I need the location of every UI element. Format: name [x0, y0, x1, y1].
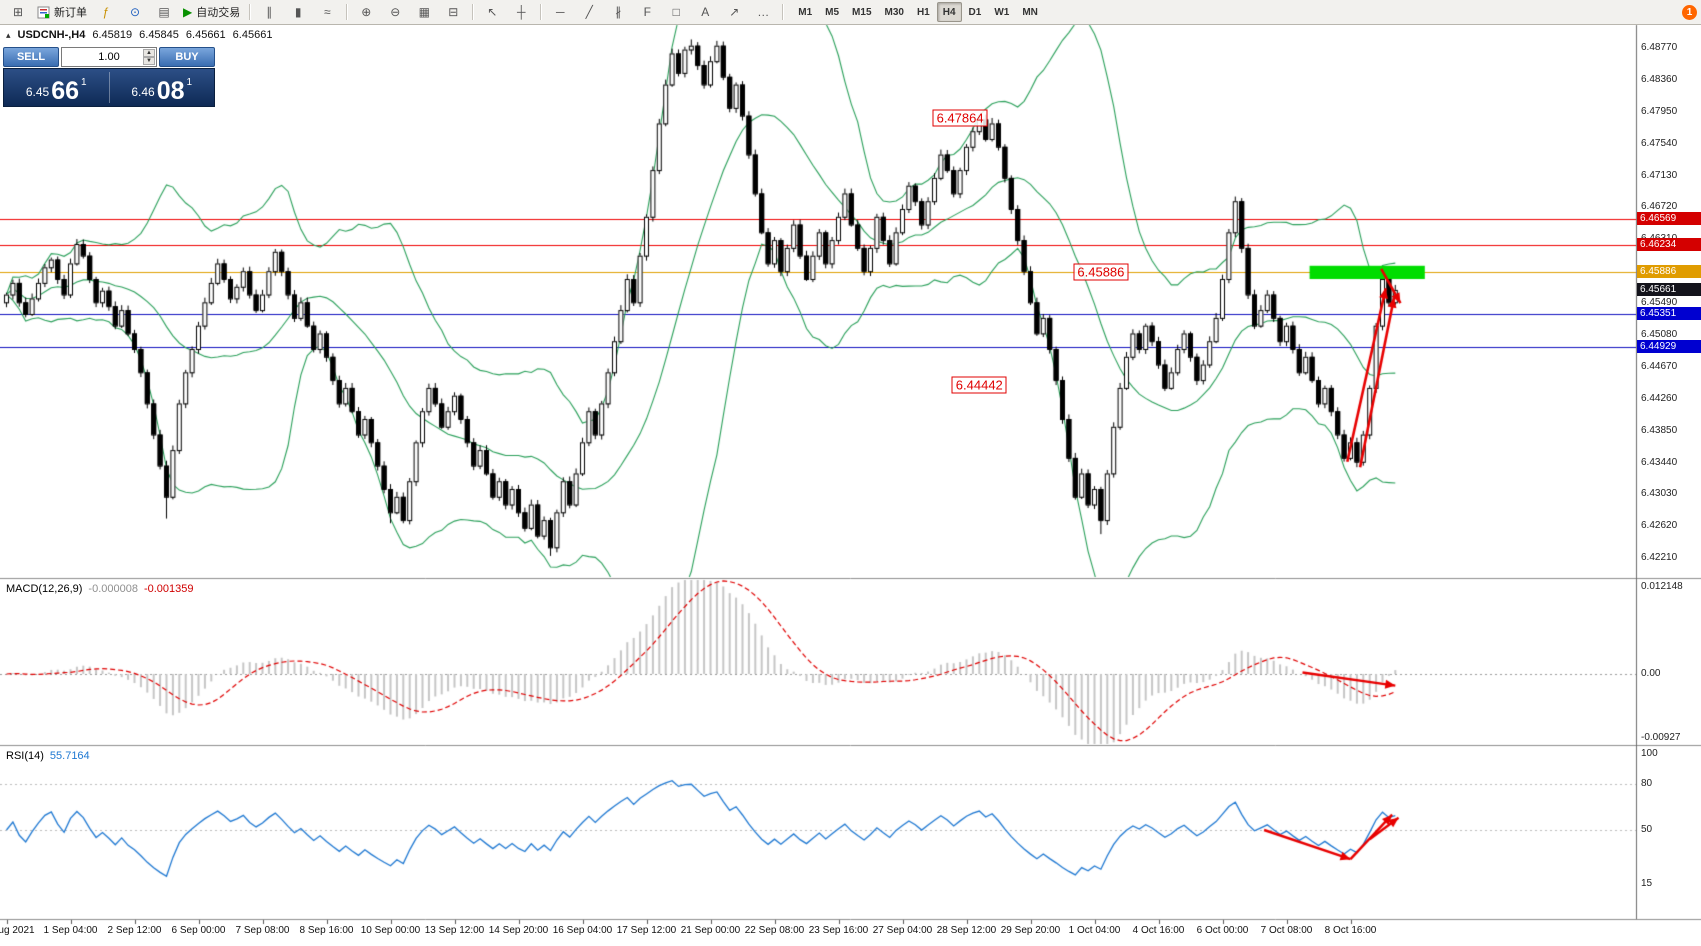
tf-button-M30[interactable]: M30 [884, 6, 904, 18]
rsi-label-row: RSI(14) 55.7164 [6, 750, 90, 762]
toolbar-separator [472, 4, 474, 20]
shapes-tool-button[interactable]: □ [662, 1, 690, 23]
macd-signal-value: -0.001359 [143, 583, 194, 595]
bar-chart-icon: ∥ [266, 5, 273, 19]
zoom-out-icon: ⊖ [390, 5, 401, 19]
arrows-tool-button[interactable]: ↗ [720, 1, 748, 23]
tile-windows-button[interactable]: ▦ [410, 1, 438, 23]
arrange-windows-button[interactable]: ⊟ [439, 1, 467, 23]
price-scale[interactable] [1636, 25, 1701, 919]
shapes-icon: □ [672, 5, 680, 19]
chart-quote-header: ▴ USDCNH-,H4 6.45819 6.45845 6.45661 6.4… [6, 29, 272, 41]
sell-button[interactable]: SELL [3, 47, 59, 67]
autotrading-play-icon: ▶ [183, 5, 193, 19]
rsi-value: 55.7164 [49, 750, 90, 762]
new-order-button[interactable]: 新订单 [33, 1, 91, 23]
buy-price-sup: 1 [186, 77, 193, 88]
macd-label-row: MACD(12,26,9) -0.000008 -0.001359 [6, 583, 194, 595]
one-click-trading-panel: SELL 1.00 ▲ ▼ BUY 6.45 66 1 6.46 08 1 [3, 47, 215, 107]
chart-symbol-label: USDCNH-,H4 [17, 29, 86, 41]
crosshair-tool-button[interactable]: ┼ [507, 1, 535, 23]
buy-price-big: 08 [156, 76, 185, 105]
arrows-tool-icon: ↗ [729, 5, 740, 19]
sell-price[interactable]: 6.45 66 1 [4, 69, 109, 106]
line-chart-button[interactable]: ≈ [313, 1, 341, 23]
trendline-icon: ╱ [585, 5, 593, 19]
new-chart-icon: ⊞ [12, 5, 24, 19]
new-order-icon [37, 6, 50, 18]
new-chart-button[interactable]: ⊞ [4, 1, 32, 23]
toolbar: ⊞ 新订单 ƒ ⊙ ▤ ▶ 自动交易 ∥ ▮ ≈ ⊕ ⊖ ▦ ⊟ ↖ ┼ ─ ╱… [0, 0, 1701, 25]
volume-value: 1.00 [98, 51, 120, 63]
quote-open: 6.45819 [92, 29, 133, 41]
notification-badge[interactable]: 1 [1682, 4, 1697, 20]
volume-decrease-button[interactable]: ▼ [143, 57, 155, 65]
volume-increase-button[interactable]: ▲ [143, 49, 155, 57]
price-divider [108, 72, 110, 103]
zoom-out-button[interactable]: ⊖ [381, 1, 409, 23]
one-click-collapse-button[interactable]: ▴ [6, 29, 11, 40]
toolbar-separator [249, 4, 251, 20]
timeframe-group: M1 M5 M15 M30 H1 H4 D1 W1 MN [792, 2, 1044, 22]
candlestick-chart-button[interactable]: ▮ [284, 1, 312, 23]
cursor-tool-button[interactable]: ↖ [478, 1, 506, 23]
text-tool-button[interactable]: A [691, 1, 719, 23]
toolbar-separator [346, 4, 348, 20]
rsi-label: RSI(14) [6, 750, 44, 762]
more-tools-button[interactable]: … [749, 1, 777, 23]
candlestick-icon: ▮ [294, 5, 302, 19]
channel-tool-button[interactable]: ∦ [604, 1, 632, 23]
hline-tool-button[interactable]: ─ [546, 1, 574, 23]
buy-button[interactable]: BUY [159, 47, 215, 67]
sell-price-sup: 1 [81, 77, 87, 88]
quote-high: 6.45845 [139, 29, 179, 41]
metaeditor-button[interactable]: ƒ [92, 1, 120, 23]
channel-icon: ∦ [615, 5, 622, 19]
sell-price-big: 66 [51, 76, 80, 105]
zoom-in-button[interactable]: ⊕ [352, 1, 380, 23]
volume-input[interactable]: 1.00 ▲ ▼ [61, 47, 157, 67]
tf-button-M15[interactable]: M15 [852, 6, 872, 18]
line-chart-icon: ≈ [323, 5, 331, 19]
toolbar-separator [782, 4, 784, 20]
horizontal-line-icon: ─ [555, 5, 565, 19]
text-tool-icon: A [701, 5, 710, 19]
tf-button-H4[interactable]: H4 [936, 2, 962, 22]
market-watch-button[interactable]: ⊙ [121, 1, 149, 23]
tf-button-M5[interactable]: M5 [825, 6, 840, 18]
fibonacci-icon: F [643, 5, 651, 19]
tf-button-W1[interactable]: W1 [994, 6, 1010, 18]
cursor-icon: ↖ [487, 5, 498, 19]
more-icon: … [757, 5, 770, 19]
arrange-windows-icon: ⊟ [448, 5, 459, 19]
quote-low: 6.45661 [185, 29, 226, 41]
new-order-label: 新订单 [54, 7, 87, 19]
tf-button-MN[interactable]: MN [1022, 6, 1038, 18]
autotrading-label: 自动交易 [196, 7, 241, 19]
buy-price-head: 6.46 [131, 85, 155, 99]
navigator-button[interactable]: ▤ [150, 1, 178, 23]
fibonacci-tool-button[interactable]: F [633, 1, 661, 23]
toolbar-separator [540, 4, 542, 20]
metaeditor-icon: ƒ [102, 5, 110, 19]
tf-button-H1[interactable]: H1 [916, 6, 930, 18]
navigator-icon: ▤ [158, 5, 170, 19]
tf-button-D1[interactable]: D1 [968, 6, 982, 18]
quote-close: 6.45661 [232, 29, 273, 41]
macd-main-value: -0.000008 [88, 583, 138, 595]
market-watch-icon: ⊙ [129, 5, 141, 19]
tf-button-M1[interactable]: M1 [798, 6, 813, 18]
autotrading-button[interactable]: ▶ 自动交易 [179, 1, 244, 23]
crosshair-icon: ┼ [516, 5, 526, 19]
time-scale[interactable] [0, 920, 1636, 946]
zoom-in-icon: ⊕ [361, 5, 372, 19]
trendline-tool-button[interactable]: ╱ [575, 1, 603, 23]
tile-windows-icon: ▦ [418, 5, 430, 19]
macd-label: MACD(12,26,9) [6, 583, 83, 595]
sell-price-head: 6.45 [25, 85, 50, 99]
bar-chart-button[interactable]: ∥ [255, 1, 283, 23]
buy-price[interactable]: 6.46 08 1 [110, 69, 215, 106]
